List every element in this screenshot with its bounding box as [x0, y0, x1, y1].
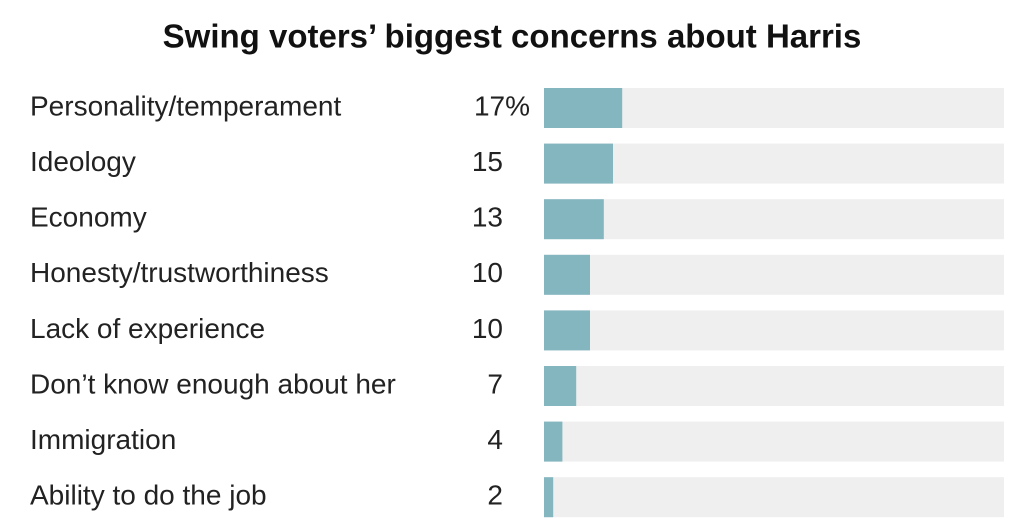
- category-label: Don’t know enough about her: [30, 368, 396, 399]
- category-label: Economy: [30, 202, 147, 233]
- value-label: 17%: [474, 90, 530, 121]
- bar-track: [544, 143, 1004, 184]
- value-label: 10: [472, 313, 503, 344]
- bar: [544, 143, 613, 184]
- chart-title: Swing voters’ biggest concerns about Har…: [163, 18, 862, 55]
- category-label: Lack of experience: [30, 313, 265, 344]
- bar-track: [544, 310, 1004, 351]
- bar-track: [544, 421, 1004, 462]
- value-label: 4: [487, 424, 503, 455]
- bar-track: [544, 199, 1004, 240]
- bar: [544, 366, 577, 406]
- bar-track: [544, 477, 1004, 518]
- value-label: 13: [472, 202, 503, 233]
- bar-track: [544, 366, 1004, 406]
- value-label: 7: [487, 368, 503, 399]
- bar: [544, 477, 554, 518]
- bar-track: [544, 254, 1004, 295]
- category-label: Immigration: [30, 424, 176, 455]
- bar: [544, 199, 604, 240]
- category-label: Ideology: [30, 146, 136, 177]
- value-label: 10: [472, 257, 503, 288]
- category-label: Personality/temperament: [30, 90, 341, 121]
- bar: [544, 88, 623, 128]
- bar: [544, 254, 590, 295]
- value-label: 15: [472, 146, 503, 177]
- bar: [544, 310, 590, 351]
- value-label: 2: [487, 480, 503, 511]
- category-label: Ability to do the job: [30, 480, 267, 511]
- bar: [544, 421, 563, 462]
- category-label: Honesty/trustworthiness: [30, 257, 329, 288]
